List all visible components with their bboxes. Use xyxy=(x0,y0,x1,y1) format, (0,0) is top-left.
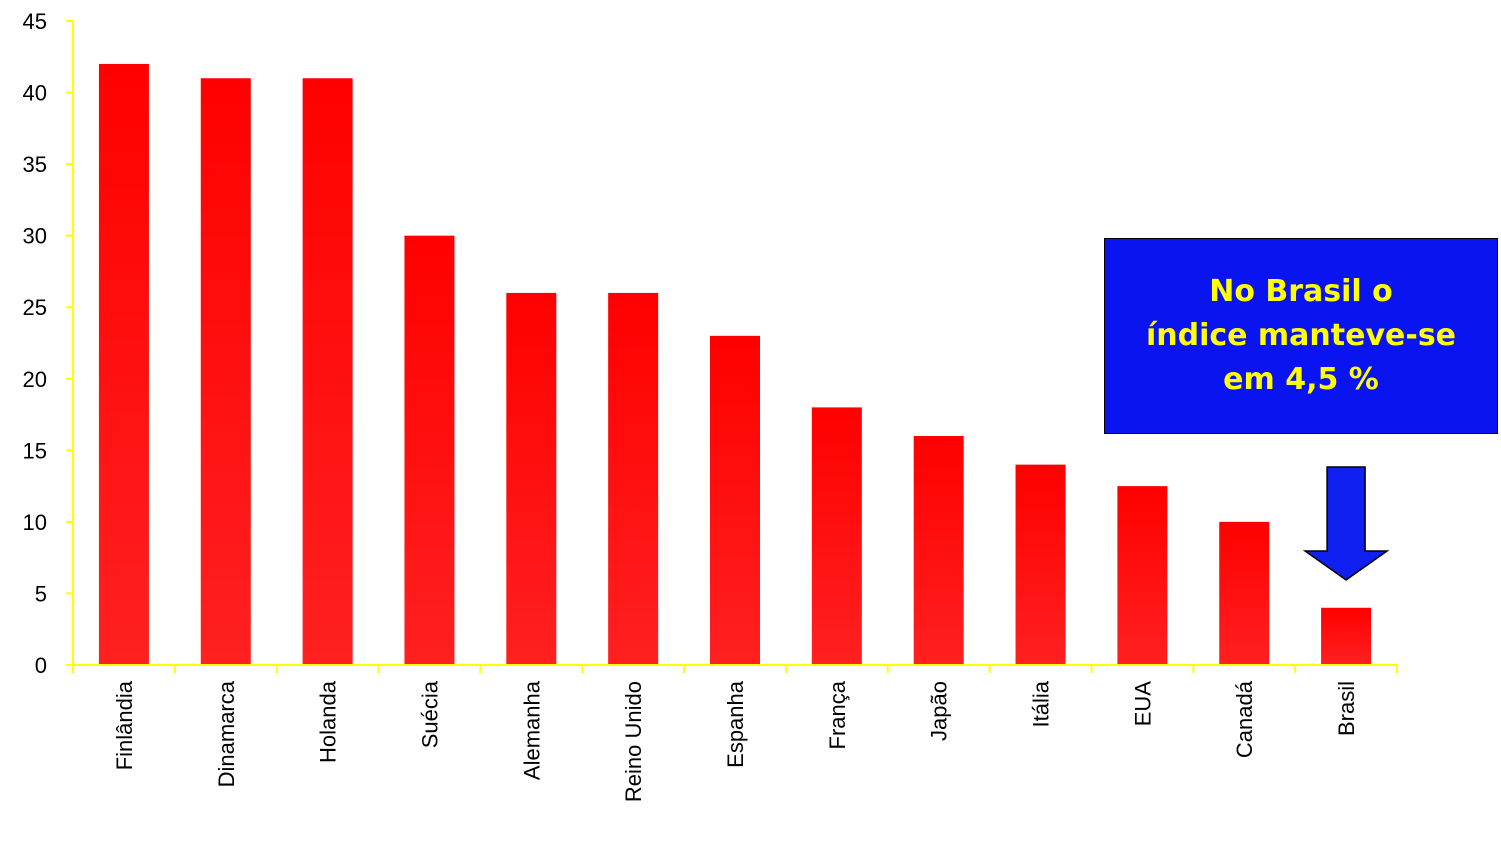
x-category-label: Espanha xyxy=(723,680,748,768)
bar-japão xyxy=(913,436,964,665)
x-category-label: EUA xyxy=(1130,681,1155,727)
down-arrow-shape xyxy=(1302,466,1390,581)
bar-espanha xyxy=(710,335,760,665)
y-tick-label: 40 xyxy=(23,81,47,106)
x-category-label: Japão xyxy=(927,681,952,741)
x-category-label: Holanda xyxy=(316,680,341,763)
bar-dinamarca xyxy=(200,78,251,665)
x-category-label: Itália xyxy=(1029,680,1054,727)
x-category-label: Alemanha xyxy=(519,680,544,780)
x-category-label: Reino Unido xyxy=(621,681,646,802)
x-category-label: Dinamarca xyxy=(214,680,239,787)
y-tick-label: 30 xyxy=(23,224,47,249)
y-tick-label: 35 xyxy=(23,152,47,177)
y-ticks-group: 0 5 10 15 20 25 30 35 40 45 xyxy=(23,9,73,678)
x-ticks-group: Finlândia Dinamarca Holanda Suécia Alemanha R… xyxy=(72,665,1398,802)
x-category-label: França xyxy=(825,680,850,749)
y-tick-label: 25 xyxy=(23,295,47,320)
bar-suécia xyxy=(404,235,455,665)
bar-brasil xyxy=(1321,607,1372,665)
y-tick-label: 10 xyxy=(23,510,47,535)
bar-alemanha xyxy=(506,292,557,665)
x-category-label: Brasil xyxy=(1334,681,1359,736)
bar-eua xyxy=(1117,486,1168,665)
y-tick-label: 0 xyxy=(35,653,47,678)
callout-line-2: índice manteve-se xyxy=(1145,318,1457,353)
down-arrow-icon xyxy=(1302,466,1390,581)
bar-reino-unido xyxy=(608,292,659,665)
y-tick-label: 45 xyxy=(23,9,47,34)
y-tick-label: 5 xyxy=(35,581,47,606)
y-tick-label: 15 xyxy=(23,438,47,463)
bar-itália xyxy=(1015,464,1066,665)
callout-line-1: No Brasil o xyxy=(1209,274,1393,309)
x-category-label: Canadá xyxy=(1232,680,1257,758)
bars-group xyxy=(98,63,1372,665)
x-category-label: Finlândia xyxy=(112,680,137,770)
bar-frança xyxy=(811,407,862,665)
bar-canadá xyxy=(1219,521,1270,665)
axes-group xyxy=(72,21,1397,666)
x-category-label: Suécia xyxy=(417,680,442,748)
annotation-callout: No Brasil o índice manteve-se em 4,5 % xyxy=(1104,238,1498,434)
callout-line-3: em 4,5 % xyxy=(1223,362,1379,397)
bar-holanda xyxy=(302,78,353,665)
y-tick-label: 20 xyxy=(23,367,47,392)
bar-finlândia xyxy=(98,63,149,665)
